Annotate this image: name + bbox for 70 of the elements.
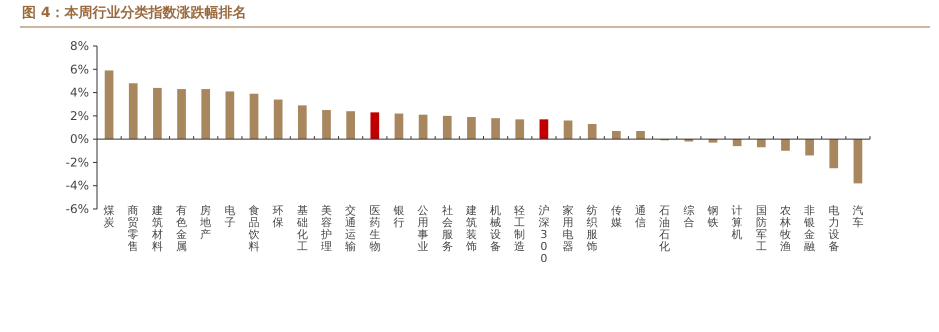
bar (467, 117, 476, 140)
bar (274, 100, 283, 140)
x-tick-label: 有色金属 (176, 204, 188, 253)
x-tick-label: 通信 (634, 204, 647, 229)
bar (298, 105, 307, 140)
y-tick-label: -4% (66, 178, 89, 193)
bar (829, 139, 838, 168)
bar (781, 139, 790, 151)
x-tick-label: 国防军工 (755, 204, 768, 253)
x-tick-label: 轻工制造 (514, 204, 526, 253)
x-tick-label: 交通运输 (344, 204, 357, 253)
x-tick-label: 美容护理 (320, 204, 332, 253)
x-tick-label: 基础化工 (296, 204, 308, 253)
y-tick-label: 0% (70, 132, 89, 146)
bar (442, 116, 452, 140)
bar (128, 83, 138, 140)
x-tick-label: 电子 (224, 204, 236, 229)
bar (540, 119, 548, 140)
x-tick-label: 建筑装饰 (465, 204, 478, 253)
x-tick-label: 综合 (682, 204, 695, 229)
x-tick-label: 石油石化 (658, 204, 671, 253)
x-tick-label: 纺织服饰 (586, 204, 598, 253)
bar (370, 112, 380, 140)
x-tick-label: 传媒 (610, 204, 622, 229)
bar (491, 118, 500, 140)
bar (564, 120, 572, 140)
y-tick-label: -2% (66, 155, 89, 170)
bar (153, 88, 162, 140)
x-tick-label: 银行 (392, 204, 405, 229)
x-tick-label: 公用事业 (417, 204, 430, 253)
bar (612, 130, 621, 140)
x-tick-label: 非银金融 (804, 204, 816, 253)
x-tick-label: 沪深300 (538, 204, 550, 265)
x-tick-label: 社会服务 (441, 204, 454, 253)
y-tick-label: 6% (70, 62, 89, 76)
x-tick-label: 电力设备 (828, 204, 840, 253)
x-tick-label: 计算机 (731, 204, 744, 241)
x-tick-label: 医药生物 (368, 204, 381, 253)
x-tick-label: 环保 (272, 204, 284, 229)
x-tick-label: 食品饮料 (248, 204, 260, 253)
y-tick-label: 8% (70, 39, 89, 53)
bar (515, 119, 524, 140)
bar (756, 139, 766, 148)
x-tick-label: 钢铁 (706, 204, 719, 229)
bar (732, 139, 742, 146)
bar (854, 139, 862, 184)
x-tick-label: 房地产 (200, 204, 212, 241)
x-tick-label: 农林牧渔 (779, 204, 792, 253)
bar (201, 89, 210, 140)
bar (394, 114, 404, 140)
bar (346, 111, 355, 140)
y-tick-label: 2% (70, 108, 89, 123)
x-tick-label: 家用电器 (562, 204, 574, 253)
chart-title: 图 4：本周行业分类指数涨跌幅排名 (22, 5, 247, 21)
y-tick-label: -6% (66, 202, 89, 216)
bar (177, 89, 186, 140)
bar (322, 110, 331, 140)
y-tick-label: 4% (70, 86, 89, 100)
bar (226, 91, 234, 140)
bar (250, 94, 258, 140)
bar (636, 130, 645, 140)
x-tick-label: 建筑材料 (151, 204, 164, 253)
bar (104, 70, 114, 140)
bar (805, 139, 814, 156)
bar (418, 114, 428, 140)
bar (588, 124, 597, 140)
x-tick-label: 汽车 (852, 204, 864, 229)
x-tick-label: 机械设备 (490, 204, 502, 253)
x-tick-label: 商贸零售 (127, 204, 140, 253)
x-tick-label: 煤炭 (103, 204, 116, 229)
